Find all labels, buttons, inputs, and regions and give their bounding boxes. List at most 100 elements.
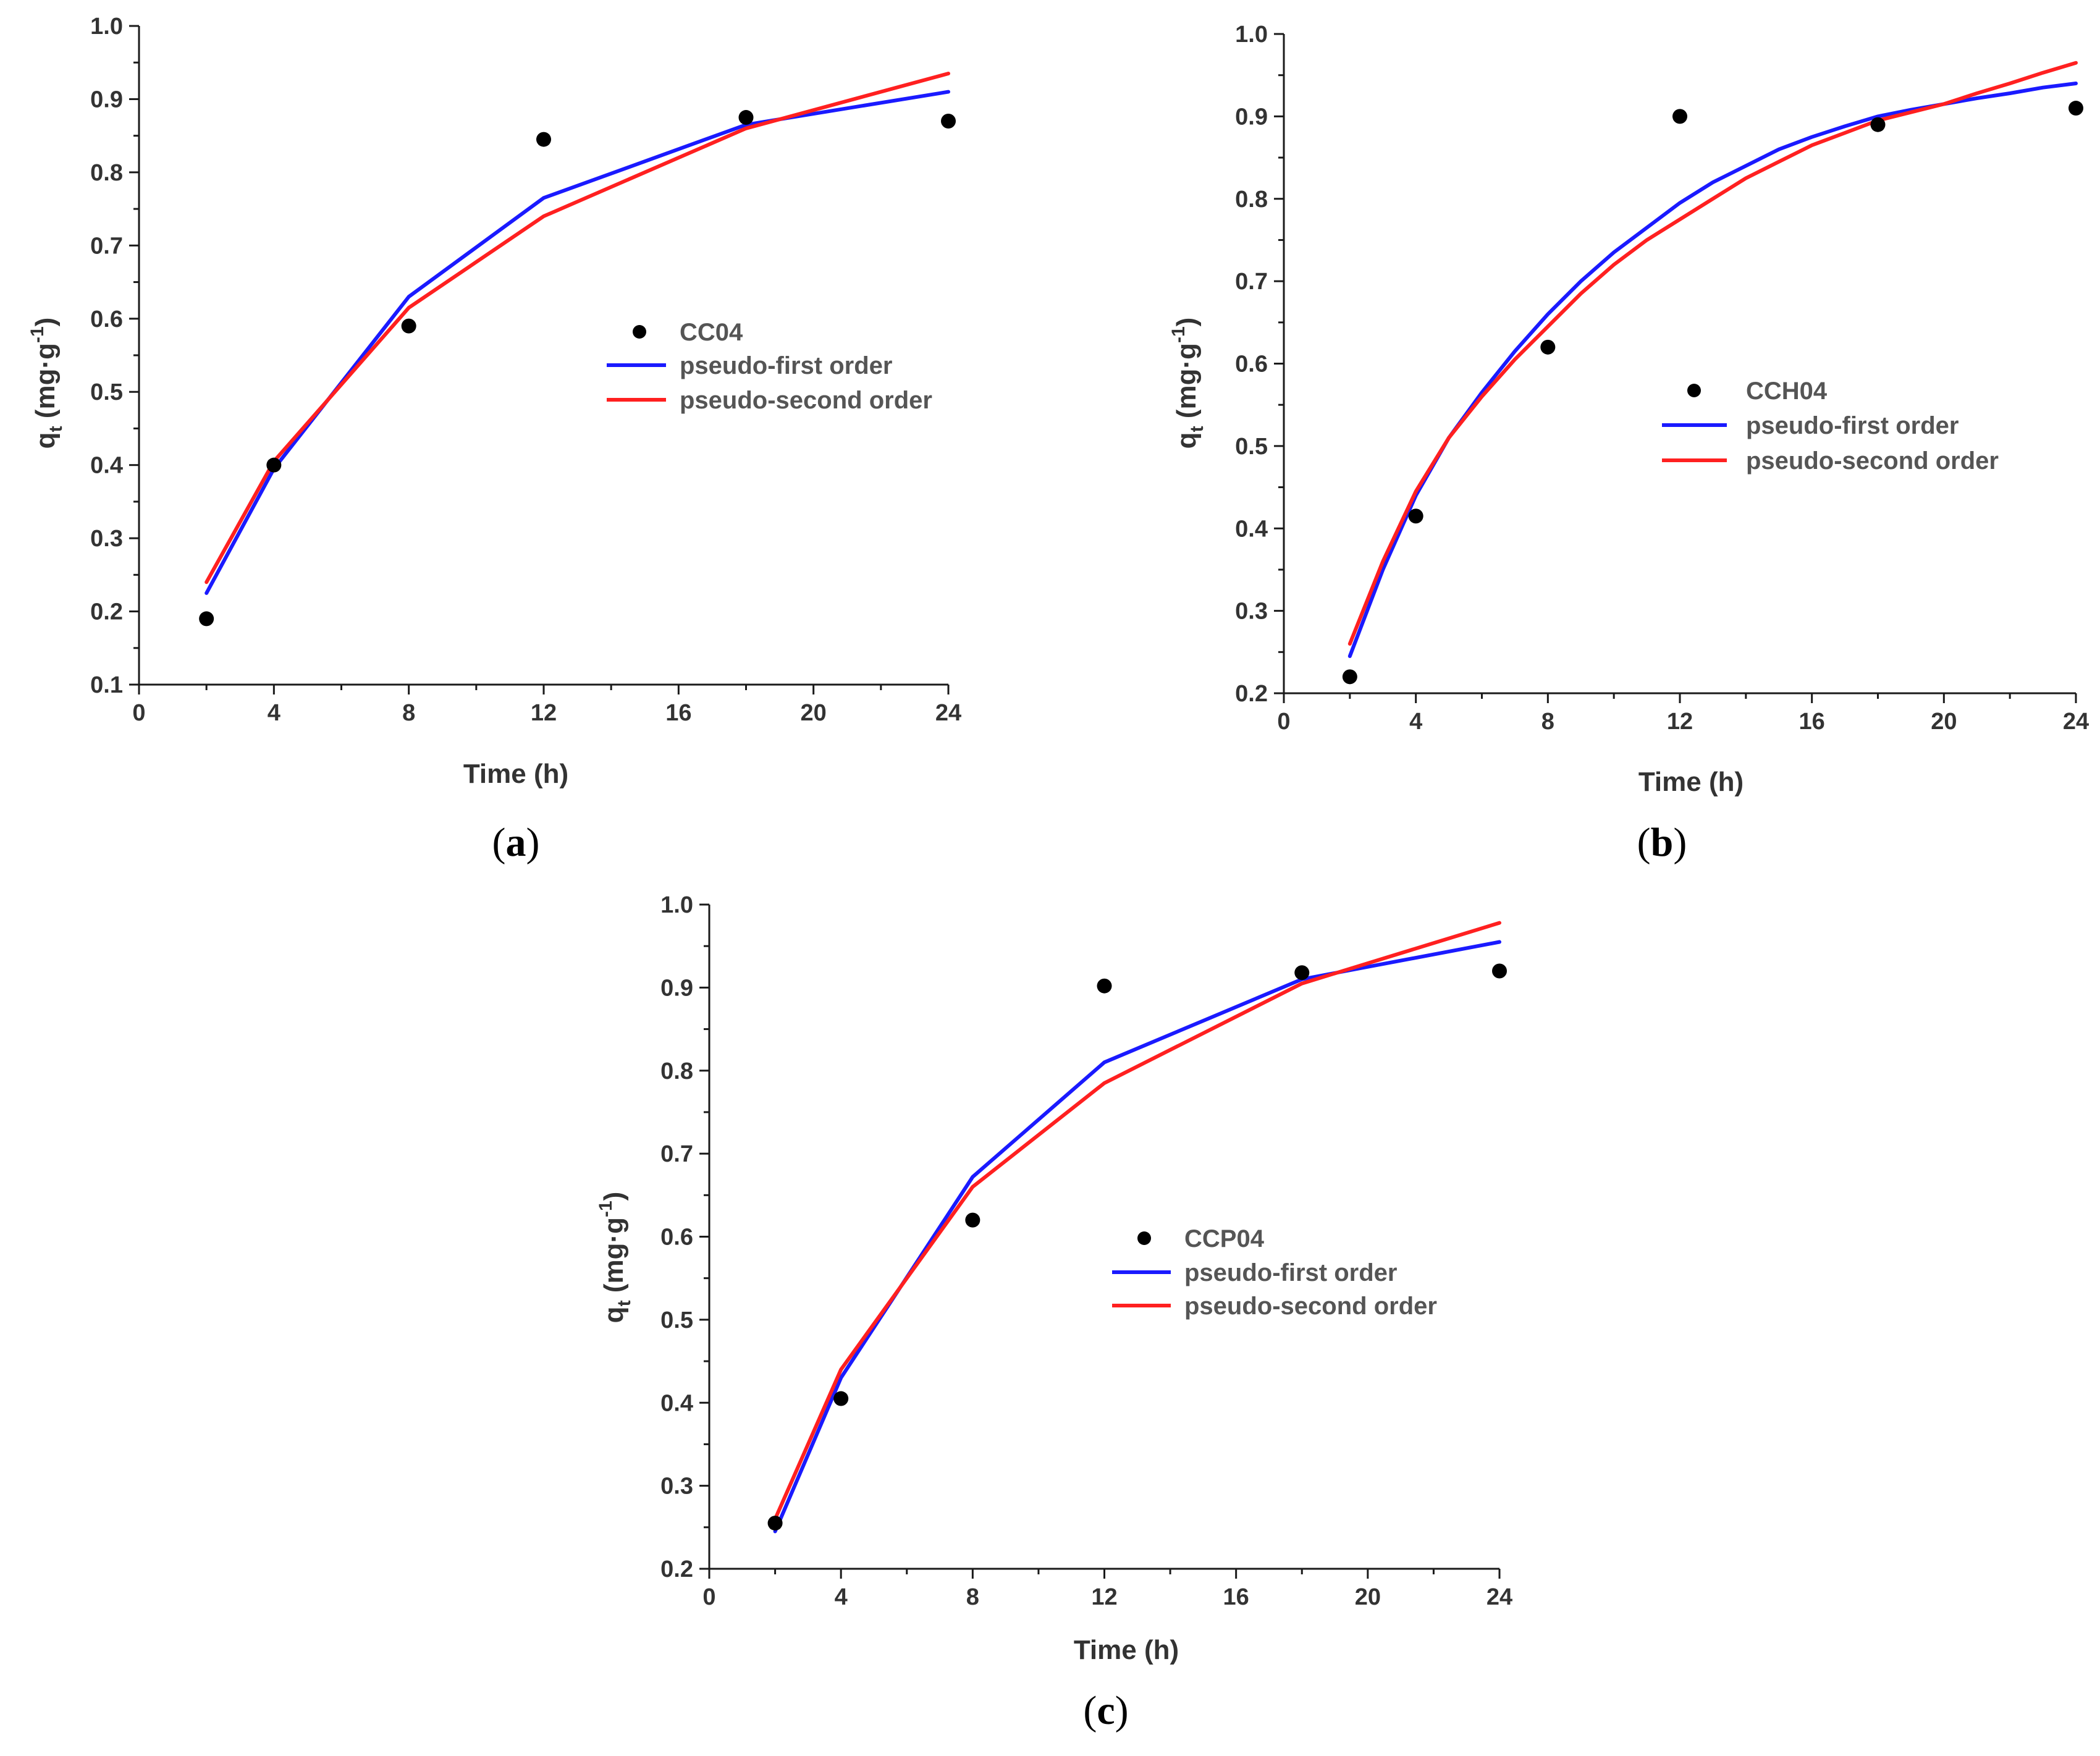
data-point-c — [767, 1516, 783, 1531]
data-point-b — [1408, 509, 1423, 524]
marks-c — [767, 921, 1507, 1534]
y-tick-label-b: 0.4 — [1235, 516, 1268, 542]
legend-a: CC04 pseudo-first order pseudo-second or… — [607, 319, 932, 414]
y-tick-label-c: 0.6 — [660, 1225, 693, 1251]
legend-label-points-b: CCH04 — [1746, 378, 1828, 405]
marks-a — [199, 72, 956, 627]
x-tick-label-a: 4 — [268, 700, 280, 726]
data-point-b — [1870, 117, 1886, 132]
y-tick-label-c: 0.8 — [660, 1058, 693, 1084]
x-tick-label-b: 0 — [1277, 709, 1290, 735]
axes-a: 0 4 8 12 16 20 24 0.1 0.2 0.3 0.4 0.5 0.6 0.7 0.8 0.9 1.… — [90, 14, 961, 726]
axes-c: 0 4 8 12 16 20 24 0.2 0.3 0.4 0.5 0.6 0.7 0.8 0.9 1.0 — [660, 892, 1512, 1610]
x-tick-label-c: 0 — [702, 1584, 715, 1610]
y-tick-label-b: 1.0 — [1235, 22, 1268, 48]
legend-label-second-order-a: pseudo-second order — [680, 387, 932, 414]
x-tick-label-b: 16 — [1799, 709, 1825, 735]
x-tick-label-c: 12 — [1091, 1584, 1117, 1610]
y-tick-label-a: 0.4 — [90, 453, 123, 479]
y-tick-label-c: 0.2 — [660, 1556, 693, 1582]
legend-label-first-order-b: pseudo-first order — [1746, 412, 1959, 439]
x-axis-title-a: Time (h) — [463, 759, 568, 789]
y-axis-title-a: qt (mg·g-1) — [27, 318, 66, 449]
y-tick-label-b: 0.5 — [1235, 434, 1268, 460]
y-tick-label-a: 0.7 — [90, 233, 123, 259]
x-tick-label-a: 12 — [531, 700, 557, 726]
panel-label-a: (a) — [492, 820, 540, 865]
x-tick-label-a: 8 — [402, 700, 415, 726]
legend-label-points-a: CC04 — [680, 319, 743, 346]
legend-c: CCP04 pseudo-first order pseudo-second o… — [1112, 1225, 1437, 1320]
marks-b — [1342, 61, 2083, 685]
y-tick-label-c: 0.3 — [660, 1474, 693, 1500]
legend-label-first-order-a: pseudo-first order — [680, 352, 892, 379]
chart-panel-c: 0 4 8 12 16 20 24 0.2 0.3 0.4 0.5 0.6 0.7 0.8 0.9 1.0 T… — [596, 892, 1512, 1733]
second-order-line-c — [773, 921, 1501, 1521]
legend-marker-points-b — [1687, 384, 1701, 397]
data-point-b — [1540, 339, 1556, 355]
chart-panel-b: 0 4 8 12 16 20 24 0.2 0.3 0.4 0.5 0.6 0.7 0.8 0.9 1.0 T… — [1168, 22, 2089, 865]
legend-marker-points-a — [633, 325, 646, 339]
x-tick-label-a: 20 — [801, 700, 827, 726]
legend-label-points-c: CCP04 — [1184, 1225, 1265, 1252]
legend-label-first-order-c: pseudo-first order — [1184, 1259, 1397, 1286]
y-tick-label-c: 0.7 — [660, 1141, 693, 1167]
legend-label-second-order-b: pseudo-second order — [1746, 447, 1999, 475]
x-tick-label-c: 4 — [835, 1584, 848, 1610]
data-point-b — [1342, 669, 1357, 685]
y-tick-label-b: 0.2 — [1235, 681, 1268, 707]
y-tick-label-c: 0.5 — [660, 1307, 693, 1333]
y-tick-label-c: 0.4 — [660, 1390, 693, 1416]
x-tick-label-a: 0 — [132, 700, 145, 726]
y-tick-label-b: 0.9 — [1235, 104, 1268, 130]
legend-marker-points-c — [1137, 1231, 1151, 1245]
x-tick-label-c: 20 — [1355, 1584, 1381, 1610]
y-tick-label-a: 0.2 — [90, 599, 123, 625]
y-tick-label-b: 0.8 — [1235, 187, 1268, 213]
legend-b: CCH04 pseudo-first order pseudo-second o… — [1662, 378, 1999, 475]
data-point-c — [965, 1212, 980, 1228]
x-axis-title-b: Time (h) — [1638, 767, 1744, 797]
data-point-c — [833, 1391, 849, 1406]
data-point-a — [941, 113, 956, 129]
y-tick-label-a: 0.8 — [90, 160, 123, 186]
x-axis-title-c: Time (h) — [1074, 1635, 1179, 1665]
second-order-line-b — [1347, 61, 2078, 646]
data-point-c — [1097, 978, 1112, 994]
y-axis-title-b: qt (mg·g-1) — [1168, 318, 1207, 449]
x-tick-label-b: 24 — [2063, 709, 2089, 735]
x-tick-label-b: 12 — [1667, 709, 1693, 735]
y-tick-label-a: 0.9 — [90, 87, 123, 112]
axes-b: 0 4 8 12 16 20 24 0.2 0.3 0.4 0.5 0.6 0.7 0.8 0.9 1.0 — [1235, 22, 2089, 735]
y-tick-label-c: 1.0 — [660, 892, 693, 918]
y-tick-label-a: 0.6 — [90, 306, 123, 332]
data-point-b — [2068, 101, 2083, 116]
data-point-a — [536, 132, 551, 147]
data-point-a — [266, 457, 282, 473]
x-tick-label-b: 20 — [1931, 709, 1957, 735]
y-tick-label-a: 0.3 — [90, 526, 123, 552]
y-tick-label-a: 0.1 — [90, 672, 123, 698]
y-tick-label-c: 0.9 — [660, 975, 693, 1001]
data-point-c — [1294, 965, 1310, 981]
x-tick-label-b: 4 — [1409, 709, 1422, 735]
data-point-a — [401, 318, 416, 334]
y-tick-label-a: 1.0 — [90, 14, 123, 40]
data-point-b — [1672, 109, 1687, 124]
y-tick-label-b: 0.3 — [1235, 599, 1268, 625]
data-point-a — [738, 110, 754, 125]
y-axis-title-c: qt (mg·g-1) — [596, 1192, 635, 1323]
data-point-a — [199, 611, 214, 627]
y-tick-label-b: 0.7 — [1235, 269, 1268, 295]
second-order-line-a — [205, 72, 950, 585]
x-tick-label-a: 24 — [935, 700, 961, 726]
x-tick-label-b: 8 — [1541, 709, 1554, 735]
legend-label-second-order-c: pseudo-second order — [1184, 1293, 1437, 1320]
data-point-c — [1492, 963, 1507, 979]
chart-panel-a: 0 4 8 12 16 20 24 0.1 0.2 0.3 0.4 0.5 0.6 0.7 0.8 0.9 1.… — [27, 14, 961, 865]
panel-label-c: (c) — [1083, 1688, 1128, 1733]
x-tick-label-c: 8 — [966, 1584, 979, 1610]
panel-label-b: (b) — [1637, 820, 1687, 865]
